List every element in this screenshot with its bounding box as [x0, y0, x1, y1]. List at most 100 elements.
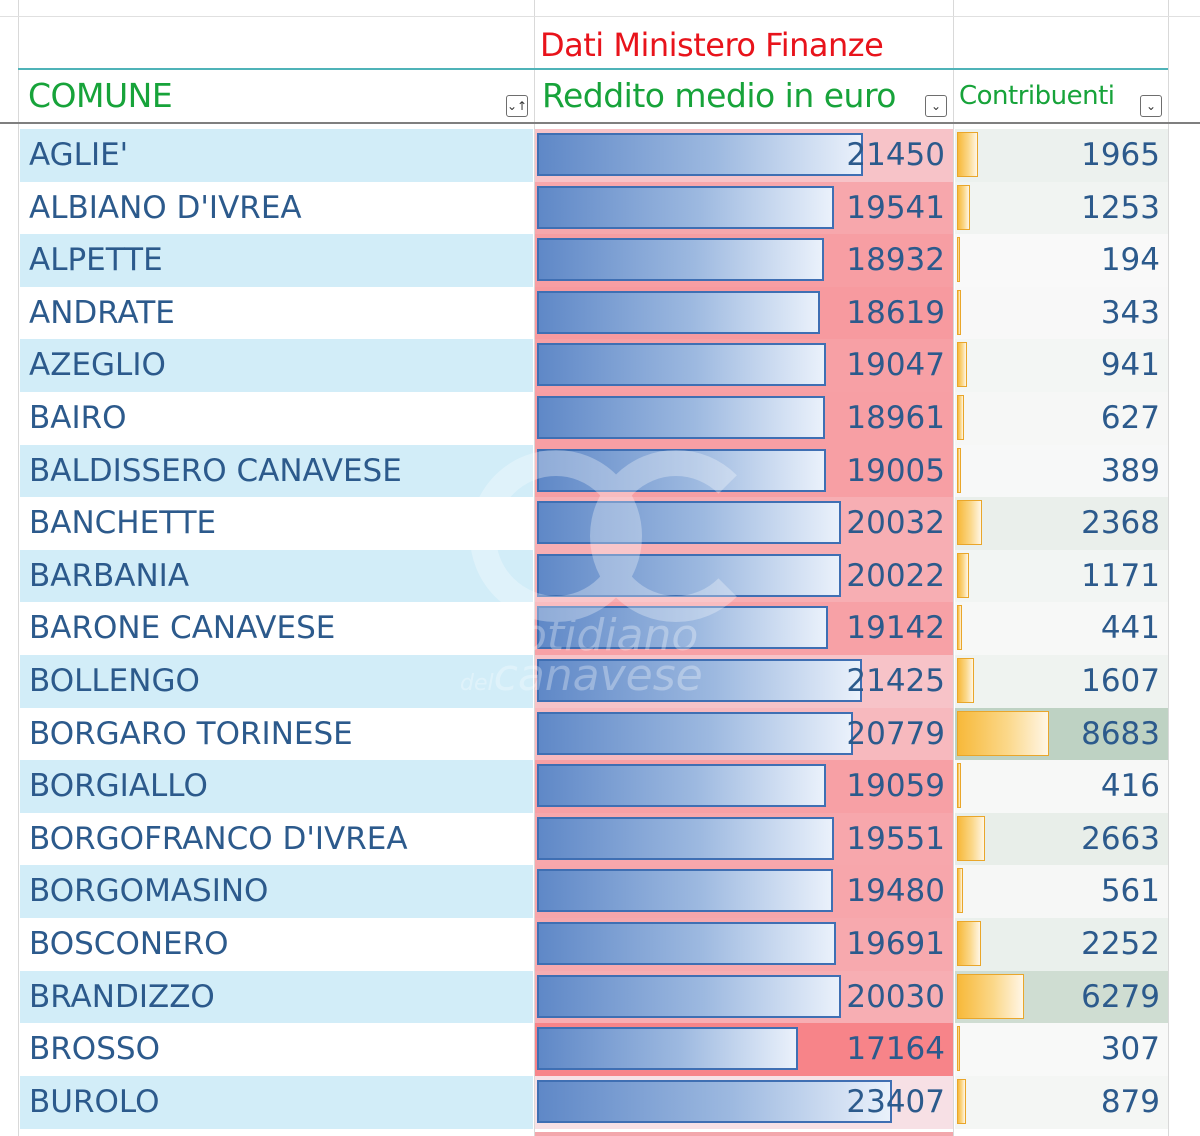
cell-contribuenti[interactable]: 1607 — [955, 655, 1168, 708]
cell-contribuenti[interactable]: 1965 — [955, 129, 1168, 182]
data-bar — [957, 815, 985, 861]
table-row: ANDRATE 18619 343 — [0, 286, 1200, 340]
table-row: BAIRO 18961 627 — [0, 392, 1200, 445]
table-row: BARONE CANAVESE 19142 441 — [0, 602, 1200, 656]
cell-contribuenti[interactable]: 307 — [955, 1023, 1168, 1077]
cell-contribuenti[interactable]: 1171 — [955, 549, 1168, 603]
data-bar — [537, 133, 863, 176]
cell-reddito[interactable]: 20030 — [535, 970, 953, 1024]
table-row: BORGOFRANCO D'IVREA 19551 2663 — [0, 812, 1200, 866]
data-bar — [957, 289, 961, 335]
cell-reddito[interactable]: 18932 — [535, 234, 953, 288]
header-bottom-border — [0, 122, 1200, 124]
cell-contribuenti[interactable]: 941 — [955, 339, 1168, 393]
cell-comune[interactable]: ALBIANO D'IVREA — [20, 181, 533, 235]
table-row: AGLIE' 21450 1965 — [0, 129, 1200, 182]
cell-reddito[interactable]: 17164 — [535, 1023, 953, 1077]
cell-reddito[interactable]: 20779 — [535, 707, 953, 761]
table-row: BROSSO 17164 307 — [0, 1023, 1200, 1077]
cell-comune[interactable]: BOLLENGO — [20, 655, 533, 708]
cell-contribuenti[interactable]: 561 — [955, 865, 1168, 919]
contribuenti-value: 389 — [1100, 452, 1160, 489]
contribuenti-value: 1253 — [1081, 189, 1160, 226]
filter-button-contribuenti[interactable]: ⌄ — [1140, 95, 1162, 117]
filter-button-reddito[interactable]: ⌄ — [925, 95, 947, 117]
cell-comune[interactable]: BALDISSERO CANAVESE — [20, 444, 533, 498]
reddito-value: 18619 — [846, 294, 945, 331]
cell-contribuenti[interactable]: 2368 — [955, 497, 1168, 551]
table-row: BANCHETTE 20032 2368 — [0, 497, 1200, 551]
cell-contribuenti[interactable]: 2663 — [955, 812, 1168, 866]
reddito-value: 20032 — [846, 505, 945, 542]
cell-reddito[interactable]: 19480 — [535, 865, 953, 919]
cell-comune[interactable]: ALPETTE — [20, 234, 533, 288]
reddito-value: 20030 — [846, 978, 945, 1015]
column-header-reddito: Reddito medio in euro — [542, 76, 897, 115]
reddito-value: 19541 — [846, 189, 945, 226]
cell-comune[interactable]: AGLIE' — [20, 129, 533, 182]
cell-comune[interactable]: BORGOMASINO — [20, 865, 533, 919]
cell-contribuenti[interactable]: 2252 — [955, 918, 1168, 971]
cell-contribuenti[interactable]: 8683 — [955, 707, 1168, 761]
cell-reddito[interactable]: 19541 — [535, 181, 953, 235]
cell-reddito[interactable]: 21450 — [535, 129, 953, 182]
cell-reddito[interactable]: 19047 — [535, 339, 953, 393]
cell-contribuenti[interactable]: 194 — [955, 234, 1168, 288]
cell-comune[interactable]: BORGARO TORINESE — [20, 707, 533, 761]
cell-reddito[interactable]: 19691 — [535, 918, 953, 971]
contribuenti-value: 343 — [1100, 294, 1160, 331]
cell-reddito[interactable]: 19059 — [535, 760, 953, 814]
cell-contribuenti[interactable]: 627 — [955, 392, 1168, 445]
data-bar — [957, 921, 981, 966]
data-bar — [957, 184, 970, 230]
cell-reddito[interactable]: 19005 — [535, 444, 953, 498]
cell-contribuenti[interactable]: 441 — [955, 602, 1168, 656]
cell-comune[interactable]: BARONE CANAVESE — [20, 602, 533, 656]
table-row: BRANDIZZO 20030 6279 — [0, 970, 1200, 1024]
cell-contribuenti[interactable]: 1253 — [955, 181, 1168, 235]
cell-reddito[interactable]: 19551 — [535, 812, 953, 866]
grid-column-line — [1168, 0, 1169, 1136]
super-title: Dati Ministero Finanze — [540, 26, 884, 64]
cell-reddito[interactable]: 18961 — [535, 392, 953, 445]
contribuenti-value: 1965 — [1081, 137, 1160, 173]
reddito-value: 19005 — [846, 452, 945, 489]
cell-contribuenti[interactable]: 343 — [955, 286, 1168, 340]
cell-comune[interactable]: BORGOFRANCO D'IVREA — [20, 812, 533, 866]
cell-comune[interactable]: BANCHETTE — [20, 497, 533, 551]
cell-reddito[interactable]: 20032 — [535, 497, 953, 551]
cell-comune[interactable]: BOSCONERO — [20, 918, 533, 971]
grid-column-line — [953, 0, 954, 1136]
cell-contribuenti[interactable]: 389 — [955, 444, 1168, 498]
cell-reddito[interactable]: 23407 — [535, 1075, 953, 1129]
data-bar — [537, 290, 820, 334]
cell-contribuenti[interactable]: 6279 — [955, 970, 1168, 1024]
contribuenti-value: 8683 — [1081, 715, 1160, 752]
cell-contribuenti[interactable]: 416 — [955, 760, 1168, 814]
cell-comune[interactable]: BORGIALLO — [20, 760, 533, 814]
table-row: ALPETTE 18932 194 — [0, 234, 1200, 288]
table-row: BARBANIA 20022 1171 — [0, 549, 1200, 603]
cell-comune[interactable]: ANDRATE — [20, 286, 533, 340]
cell-comune[interactable]: BAIRO — [20, 392, 533, 445]
contribuenti-value: 1171 — [1081, 557, 1160, 594]
cell-reddito[interactable]: 19142 — [535, 602, 953, 656]
cell-reddito[interactable]: 21425 — [535, 655, 953, 708]
chevron-down-icon: ⌄ — [930, 99, 942, 113]
data-bar — [957, 132, 978, 177]
cell-comune[interactable]: BRANDIZZO — [20, 970, 533, 1024]
table-row: AZEGLIO 19047 941 — [0, 339, 1200, 393]
reddito-value: 18961 — [846, 400, 945, 436]
contribuenti-value: 416 — [1100, 768, 1160, 805]
data-bar — [957, 395, 964, 440]
cell-reddito[interactable]: 18619 — [535, 286, 953, 340]
cell-comune[interactable]: AZEGLIO — [20, 339, 533, 393]
row-partial — [20, 1132, 533, 1136]
reddito-value: 23407 — [846, 1083, 945, 1120]
cell-comune[interactable]: BARBANIA — [20, 549, 533, 603]
cell-comune[interactable]: BUROLO — [20, 1075, 533, 1129]
cell-comune[interactable]: BROSSO — [20, 1023, 533, 1077]
cell-contribuenti[interactable]: 879 — [955, 1075, 1168, 1129]
cell-reddito[interactable]: 20022 — [535, 549, 953, 603]
sort-filter-button-comune[interactable]: ⌄↑ — [506, 95, 528, 117]
